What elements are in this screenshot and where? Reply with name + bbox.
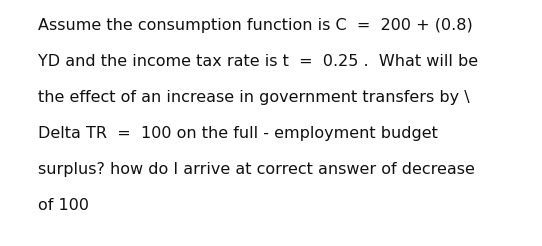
Text: YD and the income tax rate is t  =  0.25 .  What will be: YD and the income tax rate is t = 0.25 .… (38, 54, 478, 69)
Text: Delta TR  =  100 on the full - employment budget: Delta TR = 100 on the full - employment … (38, 126, 438, 141)
Text: the effect of an increase in government transfers by \: the effect of an increase in government … (38, 90, 469, 105)
Text: surplus? how do I arrive at correct answer of decrease: surplus? how do I arrive at correct answ… (38, 162, 475, 177)
Text: Assume the consumption function is C  =  200 + (0.8): Assume the consumption function is C = 2… (38, 18, 473, 33)
Text: of 100: of 100 (38, 198, 89, 213)
